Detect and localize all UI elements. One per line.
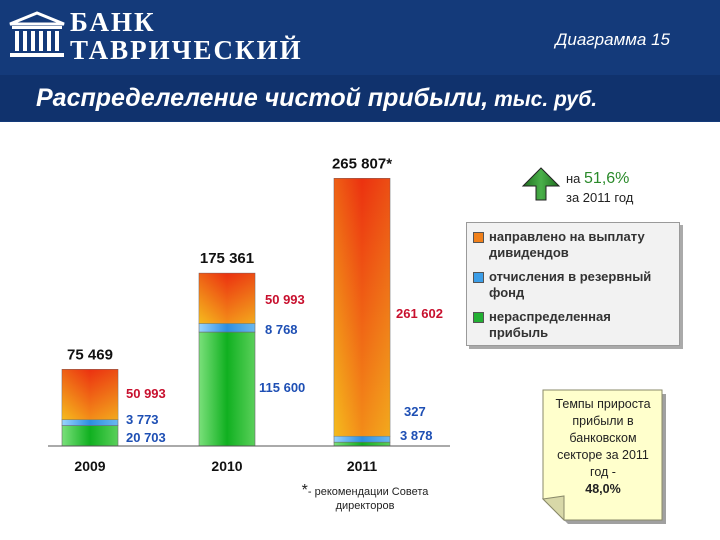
total-label-2010: 175 361 bbox=[200, 250, 254, 267]
x-tick-label-2010: 2010 bbox=[211, 458, 242, 474]
legend-swatch-dividends bbox=[473, 232, 484, 243]
note-value: 48,0% bbox=[585, 482, 621, 496]
title-main: Распределеление чистой прибыли, bbox=[36, 84, 489, 112]
bar-reserve-2010 bbox=[198, 323, 256, 333]
x-tick-label-2011: 2011 bbox=[347, 458, 378, 474]
bar-retained-2011 bbox=[333, 441, 391, 447]
growth-period: за 2011 год bbox=[566, 190, 634, 205]
growth-percent: 51,6% bbox=[584, 170, 630, 187]
title-unit: тыс. руб. bbox=[488, 88, 598, 111]
legend-swatch-reserve bbox=[473, 272, 484, 283]
data-label-reserve-2011: 327 bbox=[404, 404, 426, 419]
data-label-retained-2009: 20 703 bbox=[126, 430, 166, 445]
bar-reserve-2009 bbox=[61, 419, 119, 426]
bank-name-line2: ТАВРИЧЕСКИЙ bbox=[70, 35, 303, 65]
diagram-number: Диаграмма 15 bbox=[555, 30, 670, 49]
total-label-2011: 265 807* bbox=[332, 155, 392, 172]
data-label-reserve-2010: 8 768 bbox=[265, 322, 298, 337]
note-description: Темпы прироста прибыли в банковском сект… bbox=[555, 397, 651, 479]
x-tick-label-2009: 2009 bbox=[74, 458, 105, 474]
bar-retained-2009 bbox=[61, 425, 119, 447]
legend-item-reserve: отчисления в резервный фонд bbox=[473, 269, 673, 301]
title-band bbox=[0, 75, 720, 121]
legend-label-retained: нераспределенная прибыль bbox=[489, 309, 611, 340]
bar-shade-2010 bbox=[199, 273, 255, 324]
legend-label-reserve: отчисления в резервный фонд bbox=[489, 269, 652, 300]
total-label-2009: 75 469 bbox=[67, 346, 113, 363]
growth-percent-label: на 51,6% bbox=[566, 170, 629, 188]
footnote-text: - рекомендации Совета директоров bbox=[307, 486, 429, 512]
footnote: *- рекомендации Совета директоров bbox=[300, 482, 430, 513]
bars-layer bbox=[61, 178, 391, 447]
legend-item-dividends: направлено на выплату дивидендов bbox=[473, 229, 673, 261]
data-label-reserve-2009: 3 773 bbox=[126, 412, 159, 427]
bar-shade-2011 bbox=[334, 178, 390, 437]
growth-prefix: на bbox=[566, 171, 585, 186]
legend-label-dividends: направлено на выплату дивидендов bbox=[489, 229, 645, 260]
bank-logo-text: БАНК ТАВРИЧЕСКИЙ bbox=[70, 8, 303, 64]
note-text: Темпы прироста прибыли в банковском сект… bbox=[548, 396, 658, 498]
data-label-retained-2010: 115 600 bbox=[259, 380, 305, 395]
bank-columns-icon bbox=[9, 11, 65, 57]
data-label-retained-2011: 3 878 bbox=[400, 428, 433, 443]
labels-layer: 2009 75 469 2010 175 361 2011 265 807* 50 993 3… bbox=[67, 155, 443, 474]
bar-reserve-2011 bbox=[333, 435, 391, 443]
bar-shade-2009 bbox=[62, 369, 118, 420]
data-label-dividends-2010: 50 993 bbox=[265, 292, 305, 307]
page-title: Распределеление чистой прибыли, тыс. руб… bbox=[36, 84, 597, 113]
bar-retained-2010 bbox=[198, 331, 256, 447]
growth-arrow-icon bbox=[521, 167, 561, 201]
sticky-note-icon bbox=[541, 389, 666, 524]
legend: направлено на выплату дивидендов отчисле… bbox=[466, 222, 680, 346]
data-label-dividends-2011: 261 602 bbox=[396, 306, 443, 321]
footnote-star: * bbox=[301, 482, 308, 499]
bank-name-line1: БАНК bbox=[70, 7, 156, 37]
legend-item-retained: нераспределенная прибыль bbox=[473, 309, 673, 341]
data-label-dividends-2009: 50 993 bbox=[126, 386, 166, 401]
legend-swatch-retained bbox=[473, 312, 484, 323]
